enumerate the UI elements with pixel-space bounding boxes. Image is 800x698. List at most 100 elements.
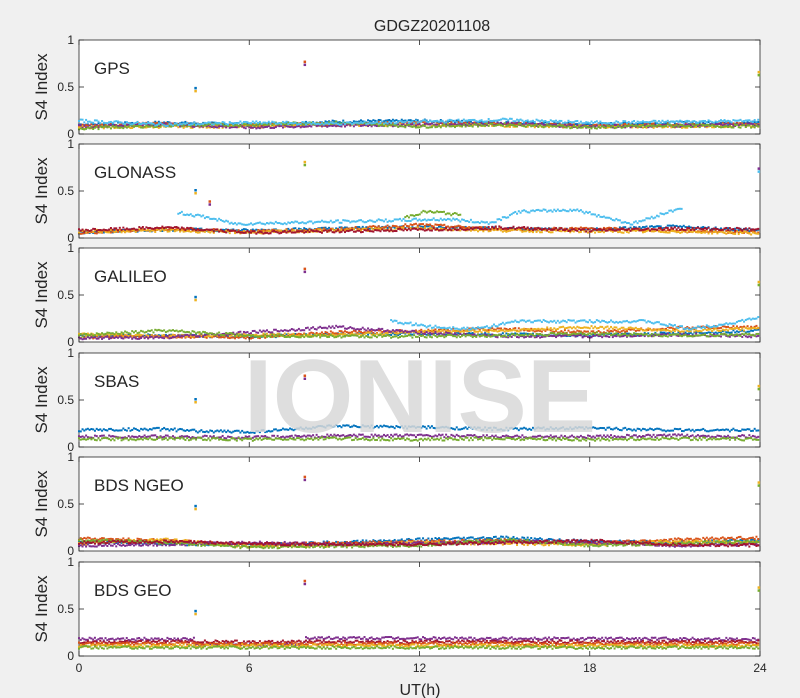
data-point (670, 226, 673, 229)
data-point (191, 126, 194, 129)
data-point (448, 122, 451, 125)
data-point (92, 126, 95, 129)
data-point (414, 119, 417, 122)
data-point (613, 125, 616, 128)
data-point (267, 232, 270, 235)
data-point (521, 228, 524, 231)
data-point (735, 123, 738, 126)
data-point (292, 122, 295, 125)
data-point (251, 120, 254, 123)
data-point (592, 213, 595, 216)
data-point (242, 231, 245, 234)
data-point (672, 124, 675, 127)
data-point (439, 119, 442, 122)
data-point (163, 125, 166, 128)
y-tick-label: 0 (67, 231, 74, 245)
data-point (649, 121, 652, 124)
data-point (242, 124, 245, 127)
data-point (434, 228, 437, 231)
data-point (636, 229, 639, 232)
data-point (251, 124, 254, 127)
data-point (228, 232, 231, 235)
data-point (530, 209, 533, 212)
data-point (661, 327, 664, 330)
data-point (679, 123, 682, 126)
data-point (532, 124, 534, 127)
data-point (320, 219, 323, 222)
data-point (319, 230, 322, 233)
data-point (753, 232, 756, 235)
data-point (237, 121, 240, 124)
data-point (496, 327, 499, 330)
data-point (652, 217, 655, 220)
data-point (487, 124, 490, 127)
data-point (157, 228, 160, 231)
data-point (624, 226, 627, 229)
data-point (688, 120, 691, 123)
data-point (372, 220, 375, 223)
data-point (356, 226, 359, 229)
data-point (606, 122, 609, 125)
data-point (444, 213, 447, 216)
data-point (512, 227, 515, 230)
data-point (567, 125, 570, 128)
data-point (452, 226, 455, 229)
data-point (643, 226, 646, 229)
data-point (212, 230, 215, 233)
data-point (430, 124, 433, 127)
data-point (441, 124, 444, 127)
data-point (225, 231, 228, 234)
data-point (351, 227, 354, 230)
data-point (124, 228, 127, 231)
data-point (322, 227, 325, 230)
data-point (519, 123, 522, 126)
data-point (594, 121, 597, 124)
data-point (324, 332, 327, 335)
data-point (113, 124, 116, 127)
data-point (438, 225, 441, 228)
data-point (333, 122, 336, 125)
data-point (532, 228, 534, 231)
data-point (590, 227, 593, 230)
data-point (732, 122, 735, 125)
data-point (289, 125, 292, 128)
data-point (728, 122, 731, 125)
data-point (673, 124, 676, 127)
data-point (345, 219, 348, 222)
data-point (638, 220, 641, 223)
data-point (320, 122, 323, 125)
data-point (574, 209, 577, 212)
data-point (393, 226, 396, 229)
data-point (193, 336, 196, 339)
data-point (310, 229, 313, 232)
data-point (109, 123, 112, 126)
data-point (168, 230, 171, 233)
data-point (157, 125, 160, 128)
data-point (743, 228, 746, 231)
data-point (571, 209, 574, 212)
data-point (276, 229, 279, 232)
data-point (751, 124, 754, 127)
data-point (117, 230, 120, 233)
data-point (189, 230, 192, 233)
data-point (688, 332, 691, 335)
data-point (677, 226, 680, 229)
data-point (505, 216, 508, 219)
data-point (711, 123, 714, 126)
data-point (707, 121, 710, 124)
data-point (629, 328, 632, 331)
data-point (650, 230, 653, 233)
data-point (558, 228, 561, 231)
data-point (439, 125, 442, 128)
data-point (750, 329, 753, 332)
data-point (234, 229, 237, 232)
data-point (269, 221, 272, 224)
data-point (349, 331, 352, 334)
data-point (171, 228, 174, 231)
data-point (370, 227, 373, 230)
data-point (414, 122, 417, 125)
data-point (503, 327, 506, 330)
data-point (521, 123, 524, 126)
data-point (333, 120, 336, 123)
data-point (294, 231, 297, 234)
